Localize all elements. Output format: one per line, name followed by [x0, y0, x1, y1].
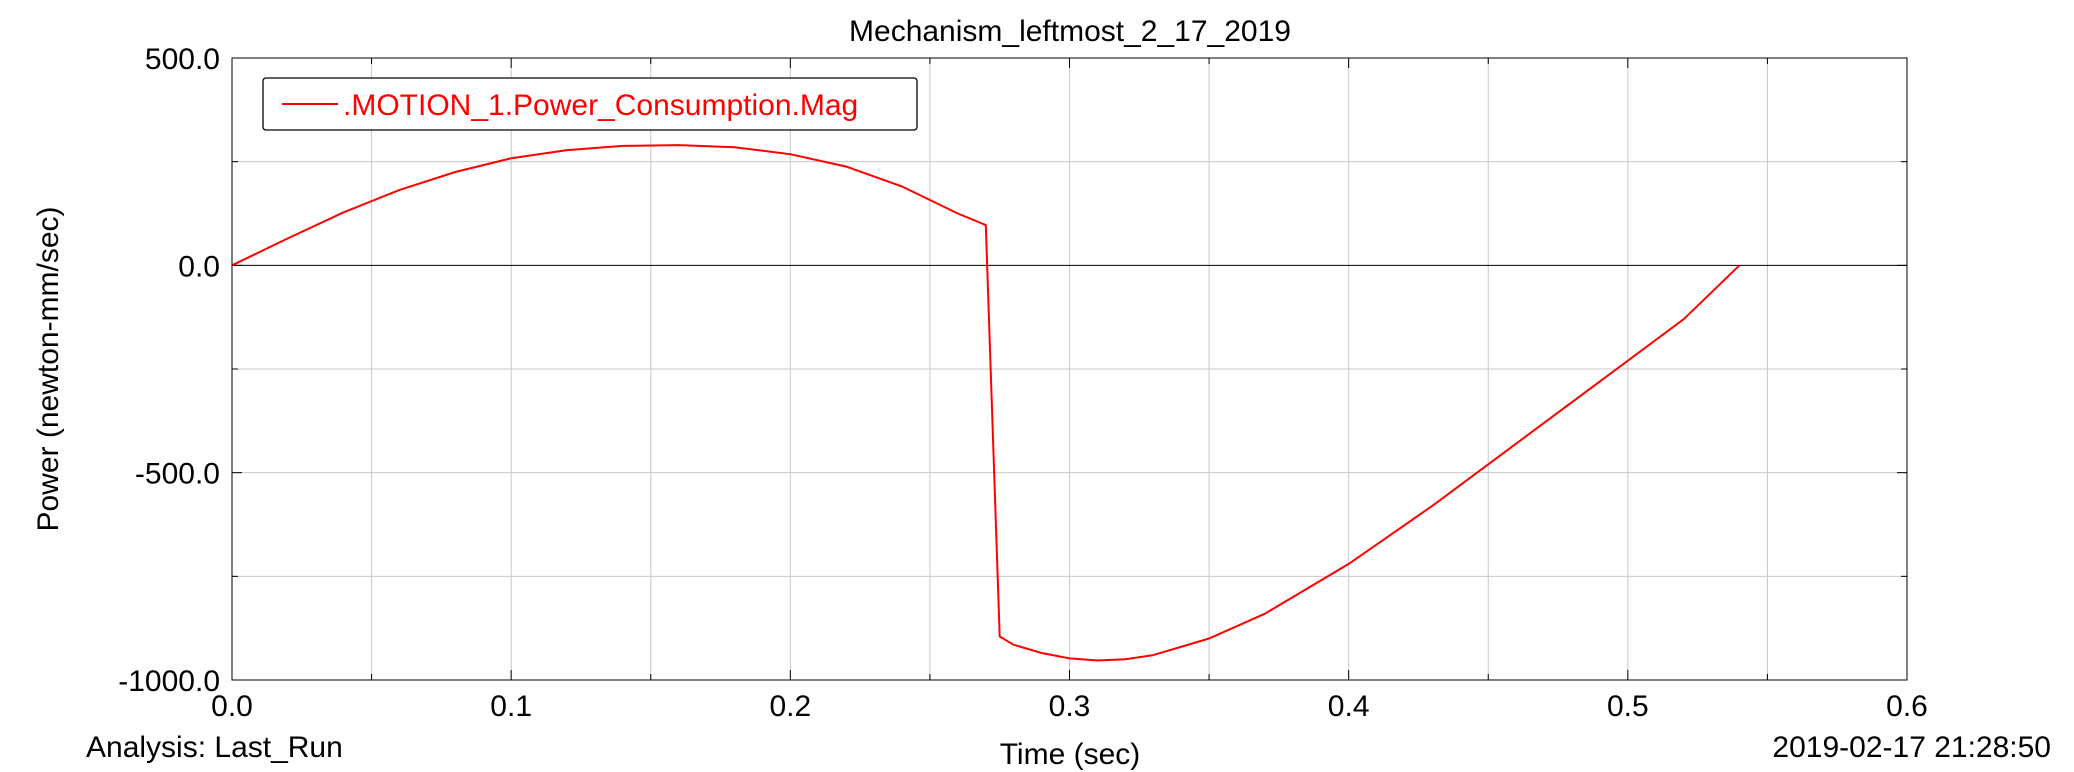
legend-series-label: .MOTION_1.Power_Consumption.Mag — [343, 89, 858, 122]
y-tick-label: 0.0 — [178, 250, 220, 283]
y-tick-label: -500.0 — [135, 458, 220, 491]
legend-box — [262, 77, 918, 131]
chart-title: Mechanism_leftmost_2_17_2019 — [849, 15, 1291, 48]
y-axis-label: Power (newton-mm/sec) — [32, 206, 65, 531]
x-tick-label: 0.4 — [1328, 690, 1370, 723]
plot-frame — [231, 57, 1908, 681]
x-tick-label: 0.1 — [490, 690, 532, 723]
x-tick-label: 0.0 — [211, 690, 253, 723]
y-tick-label: -1000.0 — [118, 665, 220, 698]
legend: .MOTION_1.Power_Consumption.Mag — [262, 77, 918, 131]
x-tick-label: 0.6 — [1886, 690, 1928, 723]
series-line — [231, 144, 1741, 662]
x-axis-label: Time (sec) — [1000, 738, 1141, 771]
analysis-label: Analysis: Last_Run — [86, 731, 343, 764]
y-tick-label: 500.0 — [145, 43, 220, 76]
x-tick-label: 0.5 — [1607, 690, 1649, 723]
x-tick-label: 0.2 — [769, 690, 811, 723]
x-tick-label: 0.3 — [1049, 690, 1091, 723]
timestamp-label: 2019-02-17 21:28:50 — [1772, 731, 2051, 764]
